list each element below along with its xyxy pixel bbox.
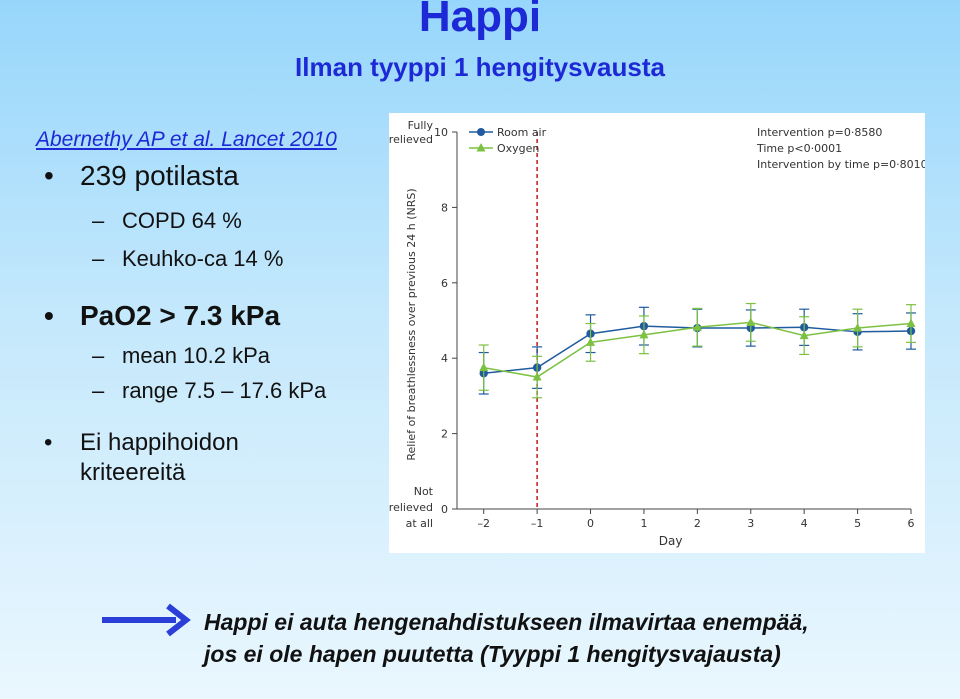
data-point [639, 329, 649, 339]
sub-bullet-lung-ca: – Keuhko-ca 14 % [92, 246, 283, 272]
legend-label: Room air [497, 126, 547, 139]
stats-annotation: Intervention by time p=0·8010 [757, 158, 925, 171]
conclusion-text: Happi ei auta hengenahdistukseen ilmavir… [204, 606, 809, 670]
x-tick-label: 1 [640, 517, 647, 530]
y-bottom-label: relieved [389, 501, 433, 514]
bullet-patients: • 239 potilasta [44, 160, 239, 192]
y-top-label: Fully [408, 119, 434, 132]
chart-svg: 0 2 4 6 8 10 –2 –1 0 1 2 3 4 5 6 Day Relief of breathles… [389, 119, 925, 548]
data-point [586, 337, 596, 346]
breathlessness-chart: 0 2 4 6 8 10 –2 –1 0 1 2 3 4 5 6 Day Relief of breathles… [389, 113, 925, 553]
dash-icon: – [92, 208, 105, 233]
x-tick-label: 0 [587, 517, 594, 530]
bullet-criteria: • Ei happihoidon kriteereitä [44, 428, 239, 488]
data-point [479, 362, 489, 372]
legend-label: Oxygen [497, 142, 539, 155]
data-point [853, 323, 863, 332]
x-axis-label: Day [659, 534, 683, 548]
x-tick-label: 6 [908, 517, 915, 530]
sub-bullet-range: – range 7.5 – 17.6 kPa [92, 378, 326, 404]
bullet-pao2-text: PaO2 > 7.3 kPa [80, 300, 281, 331]
data-point [906, 318, 916, 328]
dash-icon: – [92, 343, 105, 368]
bullet-pao2: • PaO2 > 7.3 kPa [44, 300, 280, 332]
legend-marker [477, 128, 485, 136]
dash-icon: – [92, 246, 105, 271]
stats-annotation: Time p<0·0001 [756, 142, 842, 155]
y-axis-label: Relief of breathlessness over previous 2… [405, 188, 418, 460]
slide-title: Happi [418, 0, 542, 41]
data-point [692, 322, 702, 331]
bullet-criteria-line1: Ei happihoidon [80, 429, 239, 456]
sub-bullet-range-text: range 7.5 – 17.6 kPa [122, 378, 327, 403]
arrow-right-icon [102, 603, 191, 637]
bullet-dot-icon: • [44, 160, 54, 191]
y-tick-label: 2 [441, 428, 448, 441]
x-tick-label: 3 [747, 517, 754, 530]
sub-bullet-mean: – mean 10.2 kPa [92, 343, 270, 369]
legend-marker [476, 143, 486, 152]
sub-bullet-lung-ca-text: Keuhko-ca 14 % [122, 246, 284, 271]
data-point [746, 317, 756, 326]
x-tick-label: 2 [694, 517, 701, 530]
data-point [532, 372, 542, 381]
sub-bullet-copd: – COPD 64 % [92, 208, 242, 234]
slide-subtitle: Ilman tyyppi 1 hengitysvausta [295, 52, 665, 82]
sub-bullet-mean-text: mean 10.2 kPa [122, 343, 270, 368]
y-bottom-label: Not [414, 485, 434, 498]
y-tick-label: 4 [441, 352, 448, 365]
bullet-patients-text: 239 potilasta [80, 160, 239, 191]
stats-annotation: Intervention p=0·8580 [757, 126, 882, 139]
x-tick-label: –1 [531, 517, 544, 530]
bullet-dot-icon: • [44, 429, 53, 456]
sub-bullet-copd-text: COPD 64 % [122, 208, 242, 233]
dash-icon: – [92, 378, 105, 403]
y-top-label: relieved [389, 133, 433, 146]
y-tick-label: 6 [441, 277, 448, 290]
y-tick-label: 0 [441, 503, 448, 516]
bullet-dot-icon: • [44, 300, 54, 331]
y-bottom-label: at all [406, 517, 433, 530]
citation-link[interactable]: Abernethy AP et al. Lancet 2010 [36, 128, 337, 151]
x-tick-label: –2 [477, 517, 490, 530]
y-tick-label: 10 [434, 126, 448, 139]
x-tick-label: 4 [801, 517, 808, 530]
data-point [799, 330, 809, 340]
conclusion-line2: jos ei ole hapen puutetta (Tyyppi 1 heng… [204, 641, 781, 667]
y-tick-label: 8 [441, 201, 448, 214]
conclusion-line1: Happi ei auta hengenahdistukseen ilmavir… [204, 609, 809, 635]
bullet-criteria-line2: kriteereitä [80, 459, 186, 486]
x-tick-label: 5 [854, 517, 861, 530]
